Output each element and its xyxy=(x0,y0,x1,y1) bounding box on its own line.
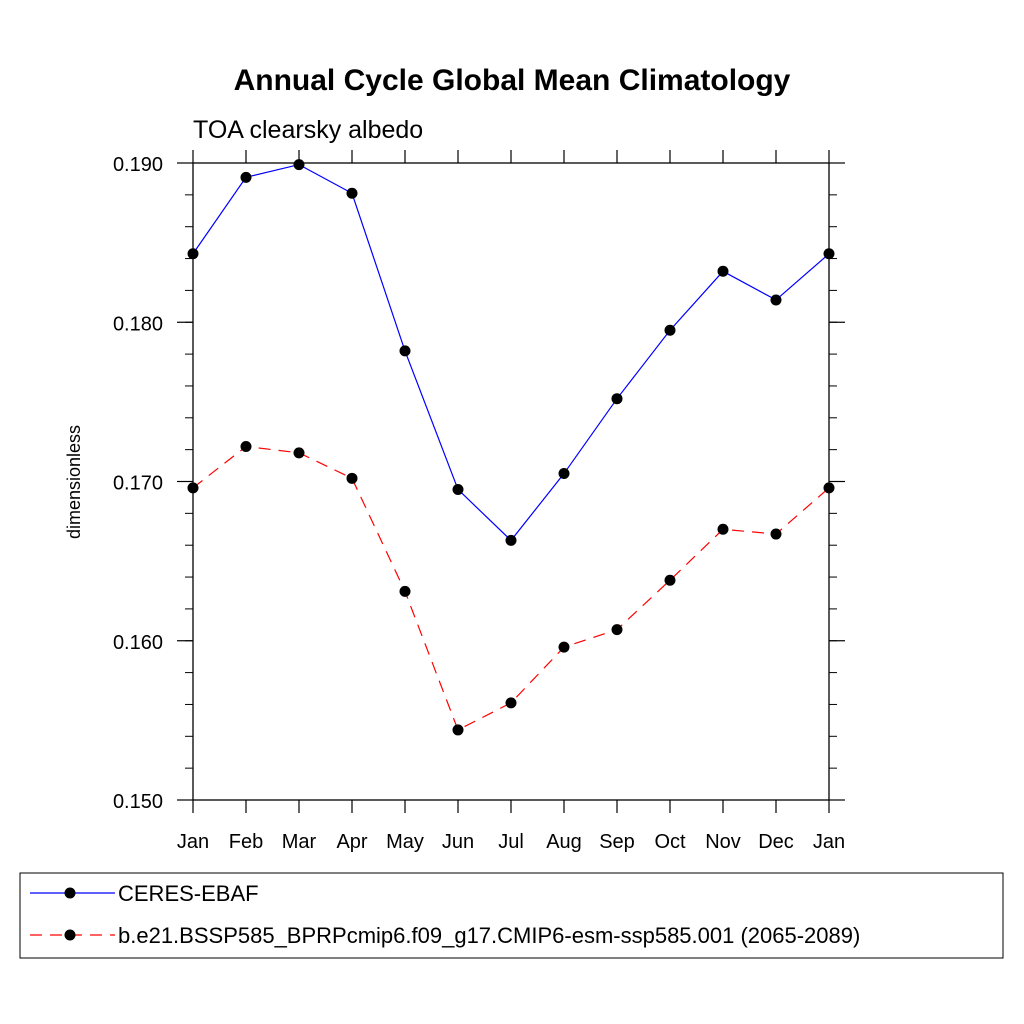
x-tick-label: Oct xyxy=(654,831,686,853)
x-tick-label: Feb xyxy=(229,831,263,853)
axis-ticks xyxy=(177,150,845,813)
y-tick-label: 0.190 xyxy=(113,154,163,176)
data-point xyxy=(452,483,464,495)
x-tick-labels: Jan Feb Mar Apr May Jun Jul Aug Sep Oct Nov Dec Jan xyxy=(177,831,845,853)
y-tick-label: 0.160 xyxy=(113,632,163,654)
data-point xyxy=(346,472,358,484)
x-tick-label: Sep xyxy=(599,831,635,853)
chart-subtitle: TOA clearsky albedo xyxy=(193,116,423,144)
x-tick-label: Apr xyxy=(336,831,367,853)
x-tick-label: Jan xyxy=(177,831,209,853)
data-point xyxy=(240,440,252,452)
legend-box xyxy=(19,872,1004,959)
legend: CERES-EBAF b.e21.BSSP585_BPRPcmip6.f09_g1… xyxy=(19,872,1004,959)
data-point xyxy=(346,187,358,199)
chart-title: Annual Cycle Global Mean Climatology xyxy=(234,64,791,97)
data-point xyxy=(823,248,835,260)
data-point xyxy=(505,697,517,709)
y-tick-label: 0.170 xyxy=(113,473,163,495)
data-point xyxy=(770,528,782,540)
legend-label: b.e21.BSSP585_BPRPcmip6.f09_g17.CMIP6-es… xyxy=(118,923,860,948)
y-tick-label: 0.180 xyxy=(113,313,163,335)
data-point xyxy=(664,324,676,336)
y-tick-label: 0.150 xyxy=(113,791,163,813)
x-tick-label: Jan xyxy=(813,831,845,853)
data-point xyxy=(187,248,199,260)
data-point xyxy=(558,468,570,480)
data-point xyxy=(664,574,676,586)
x-tick-label: Dec xyxy=(758,831,794,853)
data-point xyxy=(187,482,199,494)
series-layer xyxy=(187,159,835,736)
x-tick-label: Jul xyxy=(498,831,524,853)
data-point xyxy=(823,482,835,494)
data-point xyxy=(293,447,305,459)
x-tick-label: Mar xyxy=(282,831,317,853)
series-line xyxy=(192,445,830,731)
data-point xyxy=(558,641,570,653)
series-line xyxy=(192,163,830,542)
x-tick-label: Jun xyxy=(442,831,474,853)
data-point xyxy=(452,724,464,736)
data-point xyxy=(399,345,411,357)
legend-label: CERES-EBAF xyxy=(118,881,259,906)
legend-marker xyxy=(64,887,76,899)
x-tick-label: Nov xyxy=(705,831,741,853)
y-tick-labels: 0.150 0.160 0.170 0.180 0.190 xyxy=(113,154,163,813)
x-tick-label: May xyxy=(386,831,424,853)
data-point xyxy=(611,393,623,405)
data-point xyxy=(717,265,729,277)
data-point xyxy=(399,585,411,597)
legend-marker xyxy=(64,929,76,941)
x-tick-label: Aug xyxy=(546,831,582,853)
data-point xyxy=(770,294,782,306)
y-axis-label: dimensionless xyxy=(64,425,84,539)
data-point xyxy=(293,159,305,171)
data-point xyxy=(717,523,729,535)
data-point xyxy=(240,171,252,183)
data-point xyxy=(611,624,623,636)
data-point xyxy=(505,534,517,546)
